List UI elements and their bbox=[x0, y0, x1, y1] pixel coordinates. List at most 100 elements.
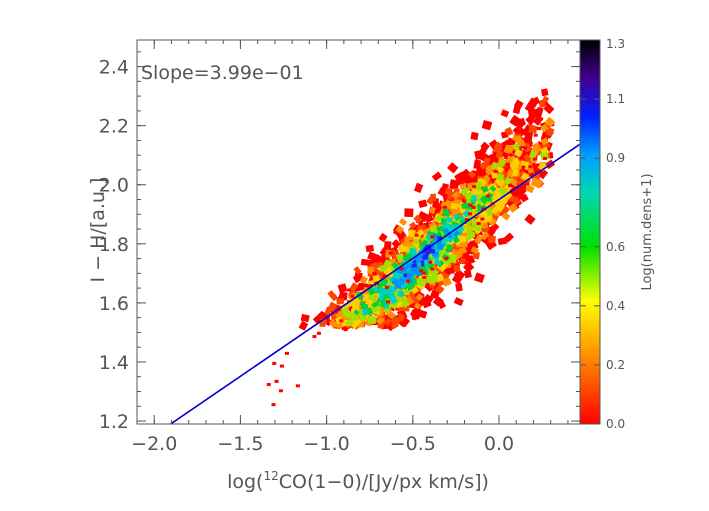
density-cell bbox=[489, 185, 497, 192]
density-cell bbox=[529, 108, 541, 120]
density-cell bbox=[440, 201, 450, 210]
x-tick-label: −2.0 bbox=[131, 433, 177, 455]
density-cell bbox=[382, 274, 387, 278]
density-cell bbox=[431, 171, 443, 182]
density-cell bbox=[417, 278, 426, 287]
y-tick-label: 2.0 bbox=[99, 175, 129, 197]
density-cell bbox=[445, 215, 453, 224]
colorbar-tick-label: 0.6 bbox=[606, 240, 625, 254]
density-cell bbox=[398, 218, 408, 226]
density-cell bbox=[337, 283, 348, 294]
density-cell bbox=[522, 146, 527, 150]
colorbar-tick-label: 0.4 bbox=[606, 299, 625, 313]
density-cell bbox=[495, 165, 505, 174]
density-cell bbox=[543, 156, 548, 160]
density-cell bbox=[372, 271, 377, 275]
density-cell bbox=[378, 264, 388, 273]
density-cell bbox=[346, 297, 356, 308]
plot-frame bbox=[136, 39, 581, 425]
density-cell bbox=[468, 212, 473, 216]
density-cell bbox=[505, 163, 510, 167]
density-cell bbox=[503, 176, 513, 186]
density-cell bbox=[430, 235, 435, 239]
density-cell bbox=[295, 384, 300, 388]
density-cell bbox=[316, 331, 321, 335]
colorbar-tick-label: 1.3 bbox=[606, 37, 625, 51]
density-cell bbox=[368, 284, 373, 288]
density-cell bbox=[465, 232, 473, 242]
density-cell bbox=[436, 259, 445, 268]
density-cell bbox=[352, 274, 362, 284]
density-cell bbox=[437, 241, 443, 247]
colorbar-tick-label: 0.9 bbox=[606, 151, 625, 165]
density-cell bbox=[449, 223, 457, 231]
density-cell bbox=[388, 251, 393, 255]
density-cell bbox=[442, 208, 450, 217]
density-cell bbox=[411, 263, 417, 268]
density-cell bbox=[498, 196, 509, 207]
density-cell bbox=[506, 155, 515, 164]
density-cell bbox=[485, 207, 494, 217]
density-cell bbox=[422, 275, 427, 279]
density-cell bbox=[300, 313, 310, 323]
density-cell bbox=[459, 257, 467, 265]
x-tick-label: −1.5 bbox=[217, 433, 263, 455]
density-cell bbox=[449, 254, 457, 264]
density-cell bbox=[497, 186, 508, 197]
density-cell bbox=[419, 269, 424, 273]
density-cell bbox=[353, 266, 362, 275]
density-cell bbox=[481, 119, 493, 131]
density-cell bbox=[413, 238, 420, 246]
density-cell bbox=[350, 294, 355, 298]
density-cell bbox=[343, 328, 348, 332]
density-cell bbox=[413, 182, 424, 194]
density-cell bbox=[430, 267, 435, 271]
density-cell bbox=[391, 315, 402, 326]
density-cell bbox=[467, 170, 477, 179]
density-cell bbox=[365, 244, 375, 253]
density-cell bbox=[429, 274, 439, 284]
density-cell bbox=[530, 177, 540, 188]
density-cell bbox=[479, 195, 489, 205]
density-cell bbox=[429, 206, 436, 215]
x-tick-label: −1.0 bbox=[304, 433, 350, 455]
density-cell bbox=[473, 182, 483, 192]
density-cell bbox=[512, 143, 520, 151]
density-cell bbox=[500, 109, 510, 118]
density-cell bbox=[453, 269, 466, 281]
density-cell bbox=[527, 97, 539, 108]
density-cell bbox=[434, 210, 439, 214]
density-cell bbox=[480, 217, 485, 221]
density-cell bbox=[512, 126, 523, 136]
density-cell bbox=[409, 309, 421, 321]
density-cell bbox=[511, 196, 522, 206]
density-cell bbox=[528, 150, 538, 160]
density-cell bbox=[312, 335, 317, 339]
density-cell bbox=[421, 271, 426, 275]
density-cell bbox=[405, 253, 414, 262]
density-cell bbox=[367, 251, 378, 262]
density-cell bbox=[442, 277, 452, 287]
density-cell bbox=[359, 275, 369, 285]
y-tick-label: 1.4 bbox=[99, 352, 129, 374]
density-cell bbox=[458, 215, 465, 222]
density-cell bbox=[274, 379, 279, 383]
density-cell bbox=[411, 286, 419, 295]
colorbar-tick-label: 0.2 bbox=[606, 358, 625, 372]
density-cell bbox=[372, 286, 379, 293]
density-cell bbox=[329, 319, 338, 329]
density-cell bbox=[446, 191, 454, 200]
density-cell bbox=[504, 183, 513, 192]
density-cell bbox=[514, 99, 524, 109]
density-cell bbox=[543, 103, 555, 115]
density-cell bbox=[528, 165, 533, 169]
density-cell bbox=[524, 213, 536, 225]
density-cell bbox=[367, 293, 377, 302]
density-cell bbox=[464, 191, 475, 202]
density-cell bbox=[478, 150, 486, 160]
density-cell bbox=[345, 319, 354, 328]
colorbar bbox=[579, 39, 601, 425]
density-cell bbox=[426, 196, 435, 205]
density-cell bbox=[395, 253, 405, 262]
density-cell bbox=[481, 185, 489, 194]
